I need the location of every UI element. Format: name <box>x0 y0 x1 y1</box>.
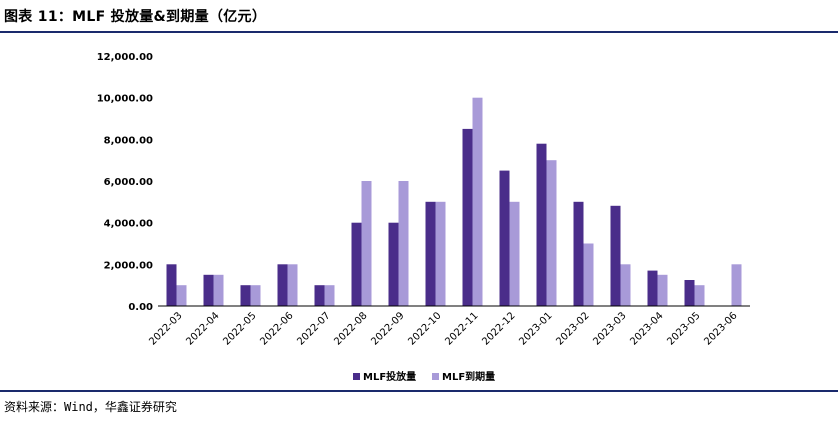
x-tick-label: 2023-03 <box>591 310 628 347</box>
y-axis-ticks: 0.00 2,000.00 4,000.00 6,000.00 8,000.00 10,0… <box>97 52 153 313</box>
x-tick-label: 2022-09 <box>369 310 406 347</box>
bar-issuance <box>610 205 621 306</box>
legend-label-issuance: MLF投放量 <box>363 370 416 383</box>
bar-issuance <box>240 285 251 306</box>
bar-maturity <box>398 181 409 306</box>
bottom-rule <box>0 390 838 392</box>
x-tick-label: 2022-03 <box>147 310 184 347</box>
bar-issuance <box>351 222 362 306</box>
source-note: 资料来源：Wind，华鑫证券研究 <box>4 400 177 414</box>
x-tick-label: 2022-05 <box>221 310 258 347</box>
x-tick-label: 2023-04 <box>628 310 665 347</box>
bar-maturity <box>361 181 372 306</box>
y-tick-label: 8,000.00 <box>104 135 153 146</box>
y-tick-label: 12,000.00 <box>97 52 153 63</box>
x-tick-label: 2023-01 <box>517 310 554 347</box>
bar-issuance <box>536 143 547 306</box>
x-tick-label: 2023-06 <box>702 310 739 347</box>
x-tick-label: 2022-04 <box>184 310 221 347</box>
y-tick-label: 0.00 <box>128 302 153 313</box>
bar-issuance <box>388 222 399 306</box>
legend-swatch-issuance <box>353 373 360 380</box>
x-tick-label: 2022-07 <box>295 310 332 347</box>
figure-title: 图表 11：MLF 投放量&到期量（亿元） <box>4 9 267 25</box>
bar-maturity <box>509 201 520 306</box>
bar-issuance <box>277 264 288 306</box>
x-tick-label: 2023-05 <box>665 310 702 347</box>
x-tick-label: 2022-12 <box>480 310 517 347</box>
bar-issuance <box>573 201 584 306</box>
y-tick-label: 4,000.00 <box>104 219 153 230</box>
legend: MLF投放量 MLF到期量 <box>353 370 495 383</box>
bar-issuance <box>203 274 214 307</box>
legend-swatch-maturity <box>432 373 439 380</box>
bar-group <box>166 97 742 307</box>
bar-maturity <box>657 274 668 307</box>
legend-label-maturity: MLF到期量 <box>442 370 495 383</box>
bar-issuance <box>499 170 510 306</box>
x-tick-label: 2022-06 <box>258 310 295 347</box>
bar-maturity <box>472 97 483 306</box>
bar-maturity <box>250 285 261 306</box>
bar-maturity <box>620 264 631 306</box>
x-tick-label: 2023-02 <box>554 310 591 347</box>
x-axis-ticks: 2022-03 2022-04 2022-05 2022-06 2022-07 2022-… <box>147 310 739 347</box>
bar-maturity <box>731 264 742 306</box>
bar-issuance <box>647 270 658 306</box>
y-tick-label: 10,000.00 <box>97 94 153 105</box>
x-tick-label: 2022-08 <box>332 310 369 347</box>
x-tick-label: 2022-11 <box>443 310 480 347</box>
bar-maturity <box>694 285 705 306</box>
x-tick-label: 2022-10 <box>406 310 443 347</box>
bar-issuance <box>314 285 325 306</box>
bar-maturity <box>213 274 224 307</box>
y-tick-label: 2,000.00 <box>104 260 153 271</box>
bar-maturity <box>546 160 557 306</box>
bar-maturity <box>324 285 335 306</box>
bar-maturity <box>176 285 187 306</box>
y-tick-label: 6,000.00 <box>104 177 153 188</box>
bar-maturity <box>583 243 594 306</box>
bar-issuance <box>425 201 436 306</box>
bar-maturity <box>435 201 446 306</box>
top-rule <box>0 31 838 33</box>
bar-issuance <box>684 280 695 306</box>
bar-issuance <box>166 264 177 306</box>
bar-maturity <box>287 264 298 306</box>
bar-issuance <box>462 128 473 306</box>
